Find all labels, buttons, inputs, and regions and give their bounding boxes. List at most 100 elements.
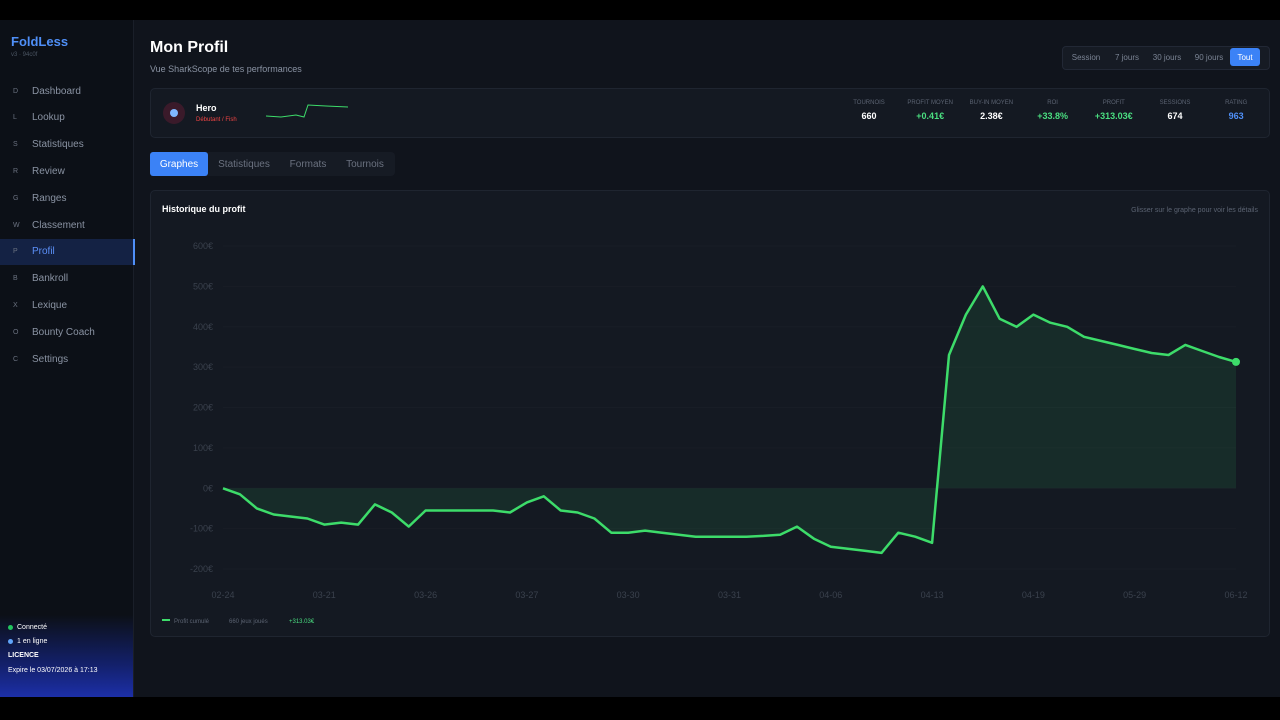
legend-note: 660 jeux joués bbox=[229, 619, 268, 625]
version: v3 · 94c0f bbox=[11, 52, 38, 58]
sparkline-line bbox=[266, 104, 348, 118]
stat: RATING 963 bbox=[1201, 100, 1271, 121]
stat-label: ROI bbox=[1047, 100, 1058, 106]
y-tick-label: 200€ bbox=[193, 403, 213, 413]
nav-label: Profil bbox=[32, 246, 55, 258]
nav-item[interactable]: W Classement bbox=[0, 212, 133, 238]
x-tick-label: 06-12 bbox=[1224, 590, 1247, 600]
period-button[interactable]: Session bbox=[1071, 52, 1101, 62]
online: 1 en ligne bbox=[17, 638, 48, 645]
nav-item[interactable]: O Bounty Coach bbox=[0, 319, 133, 345]
licence-expiry: Expire le 03/07/2026 à 17:13 bbox=[8, 667, 98, 674]
nav-label: Dashboard bbox=[32, 85, 81, 97]
x-tick-label: 05-29 bbox=[1123, 590, 1146, 600]
stat: PROFIT MOYEN +0.41€ bbox=[895, 100, 965, 121]
stat-label: SESSIONS bbox=[1159, 100, 1191, 106]
sparkline bbox=[266, 104, 348, 118]
x-tick-label: 03-26 bbox=[414, 590, 437, 600]
nav-key: P bbox=[13, 248, 18, 256]
tab[interactable]: Tournois bbox=[346, 158, 384, 170]
stat-label: TOURNOIS bbox=[853, 100, 885, 106]
stat-value: 963 bbox=[1228, 111, 1244, 121]
nav-item[interactable]: G Ranges bbox=[0, 185, 133, 211]
tab[interactable]: Graphes bbox=[150, 152, 208, 176]
stat-value: 674 bbox=[1167, 111, 1183, 121]
legend-note: +313.03€ bbox=[289, 619, 315, 625]
y-tick-label: 300€ bbox=[193, 362, 213, 372]
stat-value: 660 bbox=[861, 111, 877, 121]
period-button[interactable]: Tout bbox=[1230, 48, 1260, 66]
x-tick-label: 03-27 bbox=[515, 590, 538, 600]
chart-title: Historique du profit bbox=[162, 204, 246, 214]
nav-item[interactable]: D Dashboard bbox=[0, 78, 133, 104]
profile-card: Hero Débutant / Fish bbox=[150, 88, 1270, 138]
footer: Connecté 1 en ligne LICENCE Expire le 03… bbox=[0, 615, 133, 697]
stat: TOURNOIS 660 bbox=[834, 100, 904, 121]
nav-key: X bbox=[13, 301, 18, 309]
tab[interactable]: Statistiques bbox=[218, 158, 270, 170]
stat-value: +313.03€ bbox=[1094, 111, 1133, 121]
nav-item[interactable]: X Lexique bbox=[0, 292, 133, 318]
y-tick-label: 0€ bbox=[203, 483, 213, 493]
stat-label: PROFIT MOYEN bbox=[907, 100, 953, 106]
legend-label: Profit cumulé bbox=[174, 619, 210, 625]
licence-title: LICENCE bbox=[8, 652, 39, 659]
stat-value: +33.8% bbox=[1037, 111, 1068, 121]
stat: PROFIT +313.03€ bbox=[1079, 100, 1149, 121]
stat-label: BUY-IN MOYEN bbox=[969, 100, 1014, 106]
stat: BUY-IN MOYEN 2.38€ bbox=[956, 100, 1026, 121]
nav-item[interactable]: L Lookup bbox=[0, 105, 133, 131]
nav-label: Lexique bbox=[32, 299, 68, 311]
brand: FoldLess bbox=[11, 34, 69, 49]
stat-value: 2.38€ bbox=[980, 111, 1003, 121]
chart-hint: Glisser sur le graphe pour voir les déta… bbox=[1131, 207, 1258, 214]
line bbox=[222, 285, 1237, 555]
x-tick-label: 03-31 bbox=[718, 590, 741, 600]
avatar-icon bbox=[170, 109, 178, 117]
stat: SESSIONS 674 bbox=[1140, 100, 1210, 121]
y-tick-label: -100€ bbox=[190, 524, 213, 534]
nav-item[interactable]: S Statistiques bbox=[0, 132, 133, 158]
nav-label: Statistiques bbox=[32, 139, 84, 151]
nav-item[interactable]: R Review bbox=[0, 158, 133, 184]
end-point bbox=[1232, 357, 1240, 366]
stat-label: PROFIT bbox=[1102, 100, 1125, 106]
stat-value: +0.41€ bbox=[916, 111, 945, 121]
nav-item[interactable]: B Bankroll bbox=[0, 266, 133, 292]
period-button[interactable]: 30 jours bbox=[1152, 52, 1182, 62]
nav-key: S bbox=[13, 141, 18, 149]
x-tick-label: 03-21 bbox=[313, 590, 336, 600]
y-tick-label: 400€ bbox=[193, 322, 213, 332]
x-tick-label: 02-24 bbox=[211, 590, 234, 600]
x-tick-label: 04-13 bbox=[921, 590, 944, 600]
nav-key: C bbox=[13, 355, 19, 363]
stat-label: RATING bbox=[1225, 100, 1248, 106]
nav-item[interactable]: C Settings bbox=[0, 346, 133, 372]
status: Connecté bbox=[17, 624, 47, 631]
y-tick-label: 600€ bbox=[193, 241, 213, 251]
period-button[interactable]: 7 jours bbox=[1114, 52, 1139, 62]
app: FoldLess v3 · 94c0f D Dashboard L Lookup S St… bbox=[0, 20, 1280, 697]
nav-key: O bbox=[13, 328, 19, 336]
nav-key: D bbox=[13, 87, 19, 95]
x-tick-label: 03-30 bbox=[617, 590, 640, 600]
nav-key: L bbox=[13, 114, 17, 122]
status-dot bbox=[8, 625, 13, 630]
nav-key: G bbox=[13, 194, 19, 202]
period-button[interactable]: 90 jours bbox=[1194, 52, 1224, 62]
sidebar: FoldLess v3 · 94c0f D Dashboard L Lookup S St… bbox=[0, 20, 135, 697]
y-tick-label: -200€ bbox=[190, 564, 213, 574]
nav-label: Ranges bbox=[32, 192, 67, 204]
x-tick-label: 04-06 bbox=[819, 590, 842, 600]
area bbox=[223, 286, 1236, 553]
page-title: Mon Profil bbox=[150, 39, 229, 56]
nav-item[interactable]: P Profil bbox=[0, 238, 135, 265]
tab[interactable]: Formats bbox=[289, 158, 327, 170]
chart: Historique du profit Glisser sur le grap… bbox=[162, 204, 1258, 625]
nav-key: R bbox=[13, 167, 19, 175]
y-tick-label: 100€ bbox=[193, 443, 213, 453]
nav-label: Lookup bbox=[32, 112, 65, 124]
nav-label: Classement bbox=[32, 219, 85, 231]
page-subtitle: Vue SharkScope de tes performances bbox=[150, 64, 302, 74]
